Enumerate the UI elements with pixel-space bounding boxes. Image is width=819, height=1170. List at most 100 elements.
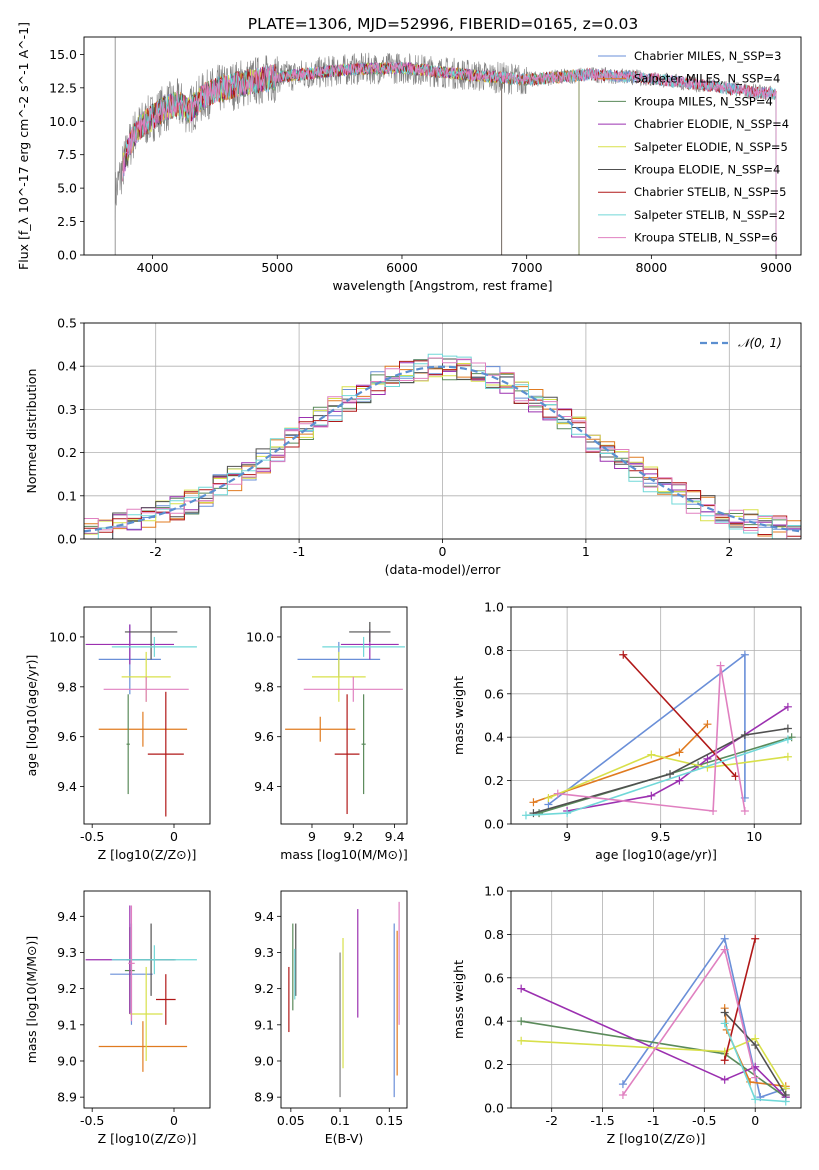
y-tick-label: 9.0	[57, 1053, 77, 1068]
x-tick-label: 0	[170, 1113, 178, 1128]
x-tick-label: 0	[170, 829, 178, 844]
x-tick-label: -1.5	[590, 1113, 614, 1128]
plot-frame	[280, 606, 408, 825]
data-marker	[553, 789, 562, 798]
legend-entry: Kroupa MILES, N_SSP=4	[634, 94, 773, 108]
y-tick-label: 9.2	[57, 981, 77, 996]
y-tick-label: 9.4	[57, 779, 77, 794]
x-tick-label: -2	[149, 544, 161, 559]
data-marker	[783, 752, 792, 761]
legend-entry: Chabrier ELODIE, N_SSP=4	[634, 117, 789, 131]
x-tick-label: 6000	[386, 260, 418, 275]
x-tick-label: -2	[545, 1113, 557, 1128]
x-tick-label: -0.5	[80, 1113, 104, 1128]
legend-entry: 𝒩(0, 1)	[738, 336, 782, 350]
y-tick-label: 15.0	[49, 47, 77, 62]
model-spectrum-3	[122, 61, 503, 255]
data-marker	[709, 806, 718, 815]
mass-weight-vs-metallicity-panel: -2 -1.5 -1 -0.5 0 0.0 0.2 0.4 0.6 0.8 1.0 Z [log10(…	[451, 884, 802, 1146]
data-marker	[647, 791, 656, 800]
data-marker	[783, 735, 792, 744]
x-tick-label: 9.4	[385, 829, 405, 844]
mass-weight-series-4	[521, 1037, 787, 1089]
age-vs-metallicity-panel: -0.5 0 9.4 9.6 9.8 10.0 Z [log10(Z/Z⊙)] age [lo…	[24, 606, 211, 862]
y-tick-label: 9.1	[254, 1017, 274, 1032]
mass-vs-metallicity-panel: -0.5 0 8.9 9.0 9.1 9.2 9.3 9.4 Z [log10(Z/Z⊙)] ma…	[24, 890, 211, 1146]
model-spectrum-7	[122, 61, 777, 255]
y-tick-label: 10.0	[49, 114, 77, 129]
legend-entry: Kroupa STELIB, N_SSP=6	[634, 231, 778, 245]
y-tick-label: 9.3	[254, 945, 274, 960]
mass-weight-series-6	[723, 938, 756, 1061]
x-tick-label: 4000	[137, 260, 169, 275]
y-tick-label: 0.8	[484, 927, 504, 942]
figure-title: PLATE=1306, MJD=52996, FIBERID=0165, z=0…	[248, 15, 638, 33]
y-tick-label: 0.0	[57, 248, 77, 263]
y-tick-label: 0.2	[57, 445, 77, 460]
data-marker	[781, 1097, 790, 1106]
y-tick-label: 0.4	[484, 1014, 504, 1029]
y-tick-label: 9.8	[254, 679, 274, 694]
y-tick-label: 0.5	[57, 316, 77, 331]
data-marker	[720, 1019, 729, 1028]
y-tick-label: 0.1	[57, 488, 77, 503]
mass-vs-extinction-panel: 0.05 0.1 0.15 8.9 9.0 9.1 9.2 9.3 9.4 E(B-V)	[254, 890, 408, 1146]
data-marker	[720, 1056, 729, 1065]
mass-weight-series-0	[547, 653, 746, 806]
data-marker	[666, 770, 675, 779]
x-tick-label: -1	[647, 1113, 659, 1128]
data-marker	[529, 809, 538, 818]
y-tick-label: 0.4	[484, 730, 504, 745]
legend-entry: Chabrier STELIB, N_SSP=5	[634, 185, 786, 199]
y-axis-label: Normed distribution	[24, 369, 39, 494]
data-marker	[731, 772, 740, 781]
histogram-series-8	[84, 357, 801, 539]
model-spectrum-8	[122, 61, 777, 255]
y-axis-label: mass weight	[451, 676, 466, 755]
y-tick-label: 9.6	[57, 729, 77, 744]
y-tick-label: 9.4	[254, 909, 274, 924]
data-marker	[783, 702, 792, 711]
y-tick-label: 0.0	[484, 817, 504, 832]
plot-frame	[83, 36, 802, 256]
y-tick-label: 7.5	[57, 147, 77, 162]
y-tick-label: 1.0	[484, 600, 504, 615]
legend-entry: Kroupa ELODIE, N_SSP=4	[634, 163, 780, 177]
data-marker	[563, 809, 572, 818]
spectrum-panel: 4000 5000 6000 7000 8000 9000 0.0 2.5 5.0 7.5 10.0…	[16, 22, 802, 293]
x-tick-label: 8000	[635, 260, 667, 275]
data-marker	[720, 945, 729, 954]
mass-weight-series-4	[548, 753, 789, 799]
y-tick-label: 9.0	[254, 1053, 274, 1068]
y-tick-label: 8.9	[254, 1090, 274, 1105]
data-marker	[517, 984, 526, 993]
model-spectrum-4	[122, 62, 503, 255]
x-axis-label: wavelength [Angstrom, rest frame]	[332, 278, 552, 293]
data-marker	[544, 793, 553, 802]
y-tick-label: 5.0	[57, 181, 77, 196]
y-tick-label: 9.8	[57, 679, 77, 694]
data-marker	[783, 724, 792, 733]
plot-frame	[83, 606, 211, 825]
data-marker	[716, 661, 725, 670]
data-marker	[787, 733, 796, 742]
y-tick-label: 0.2	[484, 1057, 504, 1072]
y-tick-label: 8.9	[57, 1090, 77, 1105]
y-tick-label: 0.2	[484, 773, 504, 788]
data-marker	[703, 754, 712, 763]
data-marker	[675, 776, 684, 785]
data-marker	[751, 1095, 760, 1104]
data-marker	[521, 811, 530, 820]
data-marker	[647, 750, 656, 759]
y-tick-label: 0.4	[57, 359, 77, 374]
y-tick-label: 10.0	[49, 629, 77, 644]
mass-weight-series-0	[622, 936, 786, 1099]
x-tick-label: 1	[582, 544, 590, 559]
x-tick-label: -0.5	[692, 1113, 716, 1128]
data-marker	[740, 650, 749, 659]
data-marker	[618, 1080, 627, 1089]
x-tick-label: 0.1	[330, 1113, 350, 1128]
y-tick-label: 0.6	[484, 686, 504, 701]
data-marker	[720, 1008, 729, 1017]
data-marker	[517, 1017, 526, 1026]
